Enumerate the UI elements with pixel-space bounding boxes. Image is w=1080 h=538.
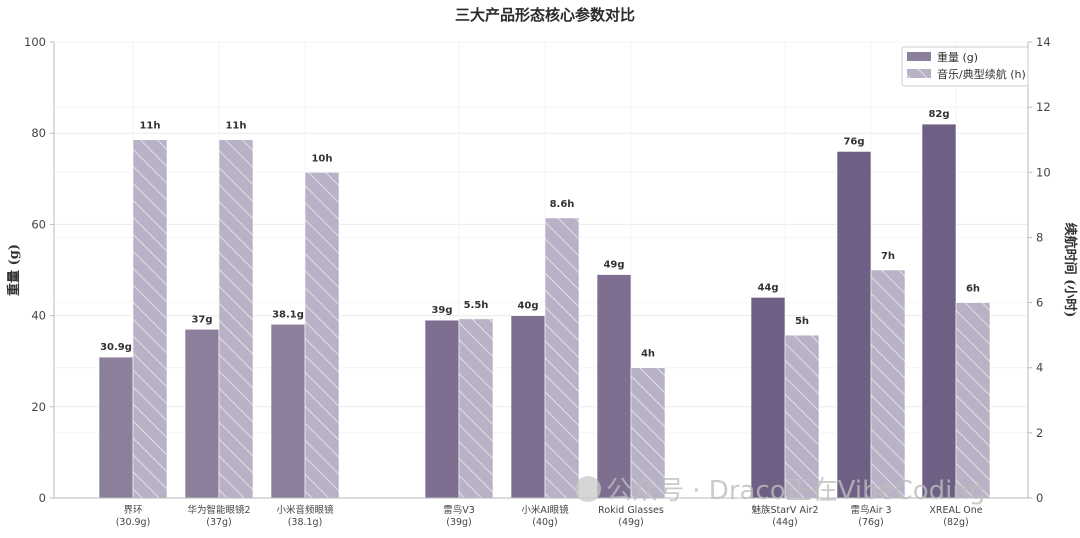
bar-battery-hatch	[871, 270, 905, 498]
data-label-battery: 7h	[881, 251, 895, 262]
data-label-battery: 5h	[795, 316, 809, 327]
bar-weight	[184, 328, 220, 499]
x-tick-sublabel: (49g)	[618, 517, 644, 528]
data-label-weight: 44g	[757, 282, 778, 293]
x-tick-sublabel: (30.9g)	[116, 517, 151, 528]
data-label-weight: 37g	[191, 314, 212, 325]
data-label-weight: 82g	[928, 109, 949, 120]
x-tick-label: XREAL One	[929, 505, 982, 516]
data-label-battery: 4h	[641, 349, 655, 360]
watermark: 公众号 · Draco正在VibeCoding	[575, 476, 985, 506]
x-tick-sublabel: (76g)	[858, 517, 884, 528]
data-label-weight: 49g	[603, 260, 624, 271]
x-tick-sublabel: (38.1g)	[288, 517, 323, 528]
y-tick-label-left: 20	[31, 400, 46, 414]
x-tick-label: 雷鸟V3	[443, 504, 475, 516]
bar-battery-hatch	[219, 139, 253, 498]
y-tick-label-right: 2	[1036, 426, 1043, 440]
wechat-icon	[575, 476, 601, 502]
data-label-weight: 30.9g	[100, 342, 132, 353]
x-tick-label: 小米音频眼镜	[276, 504, 334, 516]
bar-battery-hatch	[631, 367, 665, 498]
data-label-battery: 11h	[225, 121, 246, 132]
y-tick-label-left: 60	[31, 217, 46, 231]
y-tick-label-right: 0	[1036, 491, 1043, 505]
y-tick-label-left: 0	[39, 491, 46, 505]
data-label-battery: 11h	[139, 121, 160, 132]
bar-weight	[510, 315, 546, 499]
x-tick-sublabel: (44g)	[772, 517, 798, 528]
bar-battery-hatch	[305, 172, 339, 499]
bar-weight	[596, 274, 632, 499]
y-tick-label-right: 6	[1036, 296, 1043, 310]
legend-swatch-weight	[907, 52, 931, 61]
data-label-weight: 38.1g	[272, 309, 304, 320]
data-label-battery: 10h	[311, 153, 332, 164]
axes: 02040608010002468101214界环(30.9g)华为智能眼镜2(…	[24, 35, 1051, 528]
data-label-battery: 6h	[966, 284, 980, 295]
x-tick-label: 华为智能眼镜2	[187, 504, 250, 516]
bar-weight	[98, 356, 134, 499]
x-tick-sublabel: (40g)	[532, 517, 558, 528]
y-axis-title-left: 重量 (g)	[6, 244, 22, 296]
x-tick-sublabel: (39g)	[446, 517, 472, 528]
chart-title: 三大产品形态核心参数对比	[455, 6, 635, 24]
bar-weight	[270, 323, 306, 499]
bar-battery-hatch	[133, 139, 167, 498]
y-tick-label-right: 12	[1036, 100, 1051, 114]
data-label-weight: 40g	[517, 301, 538, 312]
bar-battery-hatch	[785, 335, 819, 498]
legend: 重量 (g) 音乐/典型续航 (h)	[901, 46, 1029, 87]
data-label-weight: 39g	[431, 305, 452, 316]
watermark-text: 公众号 · Draco正在VibeCoding	[606, 476, 985, 506]
x-tick-label: 界环	[123, 505, 142, 516]
data-label-battery: 5.5h	[464, 300, 489, 311]
bar-battery-hatch	[956, 302, 990, 498]
x-tick-label: 魅族StarV Air2	[751, 504, 818, 516]
y-tick-label-left: 80	[31, 126, 46, 140]
x-tick-sublabel: (37g)	[206, 517, 232, 528]
bar-battery-hatch	[545, 217, 579, 498]
bar-weight	[836, 151, 872, 499]
data-label-battery: 8.6h	[550, 199, 575, 210]
bar-weight	[921, 123, 957, 499]
y-tick-label-right: 4	[1036, 361, 1043, 375]
legend-label-battery: 音乐/典型续航 (h)	[937, 67, 1026, 81]
y-tick-label-right: 14	[1036, 35, 1051, 49]
y-axis-title-right: 续航时间 (小时)	[1062, 223, 1078, 318]
y-tick-label-right: 10	[1036, 165, 1051, 179]
bar-weight	[424, 319, 460, 499]
data-label-weight: 76g	[843, 136, 864, 147]
data-labels: 30.9g 11h 37g 11h 38.1g 10h 39g 5.5h 40g 8.6h 49g 4…	[100, 109, 980, 360]
legend-box	[901, 46, 1029, 87]
bars	[98, 123, 991, 499]
x-tick-label: Rokid Glasses	[598, 505, 664, 516]
x-tick-label: 小米AI眼镜	[521, 504, 569, 516]
y-tick-label-left: 100	[24, 35, 46, 49]
bar-battery-hatch	[459, 318, 493, 498]
bar-weight	[750, 297, 786, 499]
legend-swatch-battery-hatch	[907, 69, 931, 78]
x-tick-sublabel: (82g)	[943, 517, 969, 528]
legend-label-weight: 重量 (g)	[937, 50, 978, 64]
y-tick-label-right: 8	[1036, 230, 1043, 244]
x-tick-label: 雷鸟Air 3	[850, 504, 891, 516]
y-tick-label-left: 40	[31, 309, 46, 323]
